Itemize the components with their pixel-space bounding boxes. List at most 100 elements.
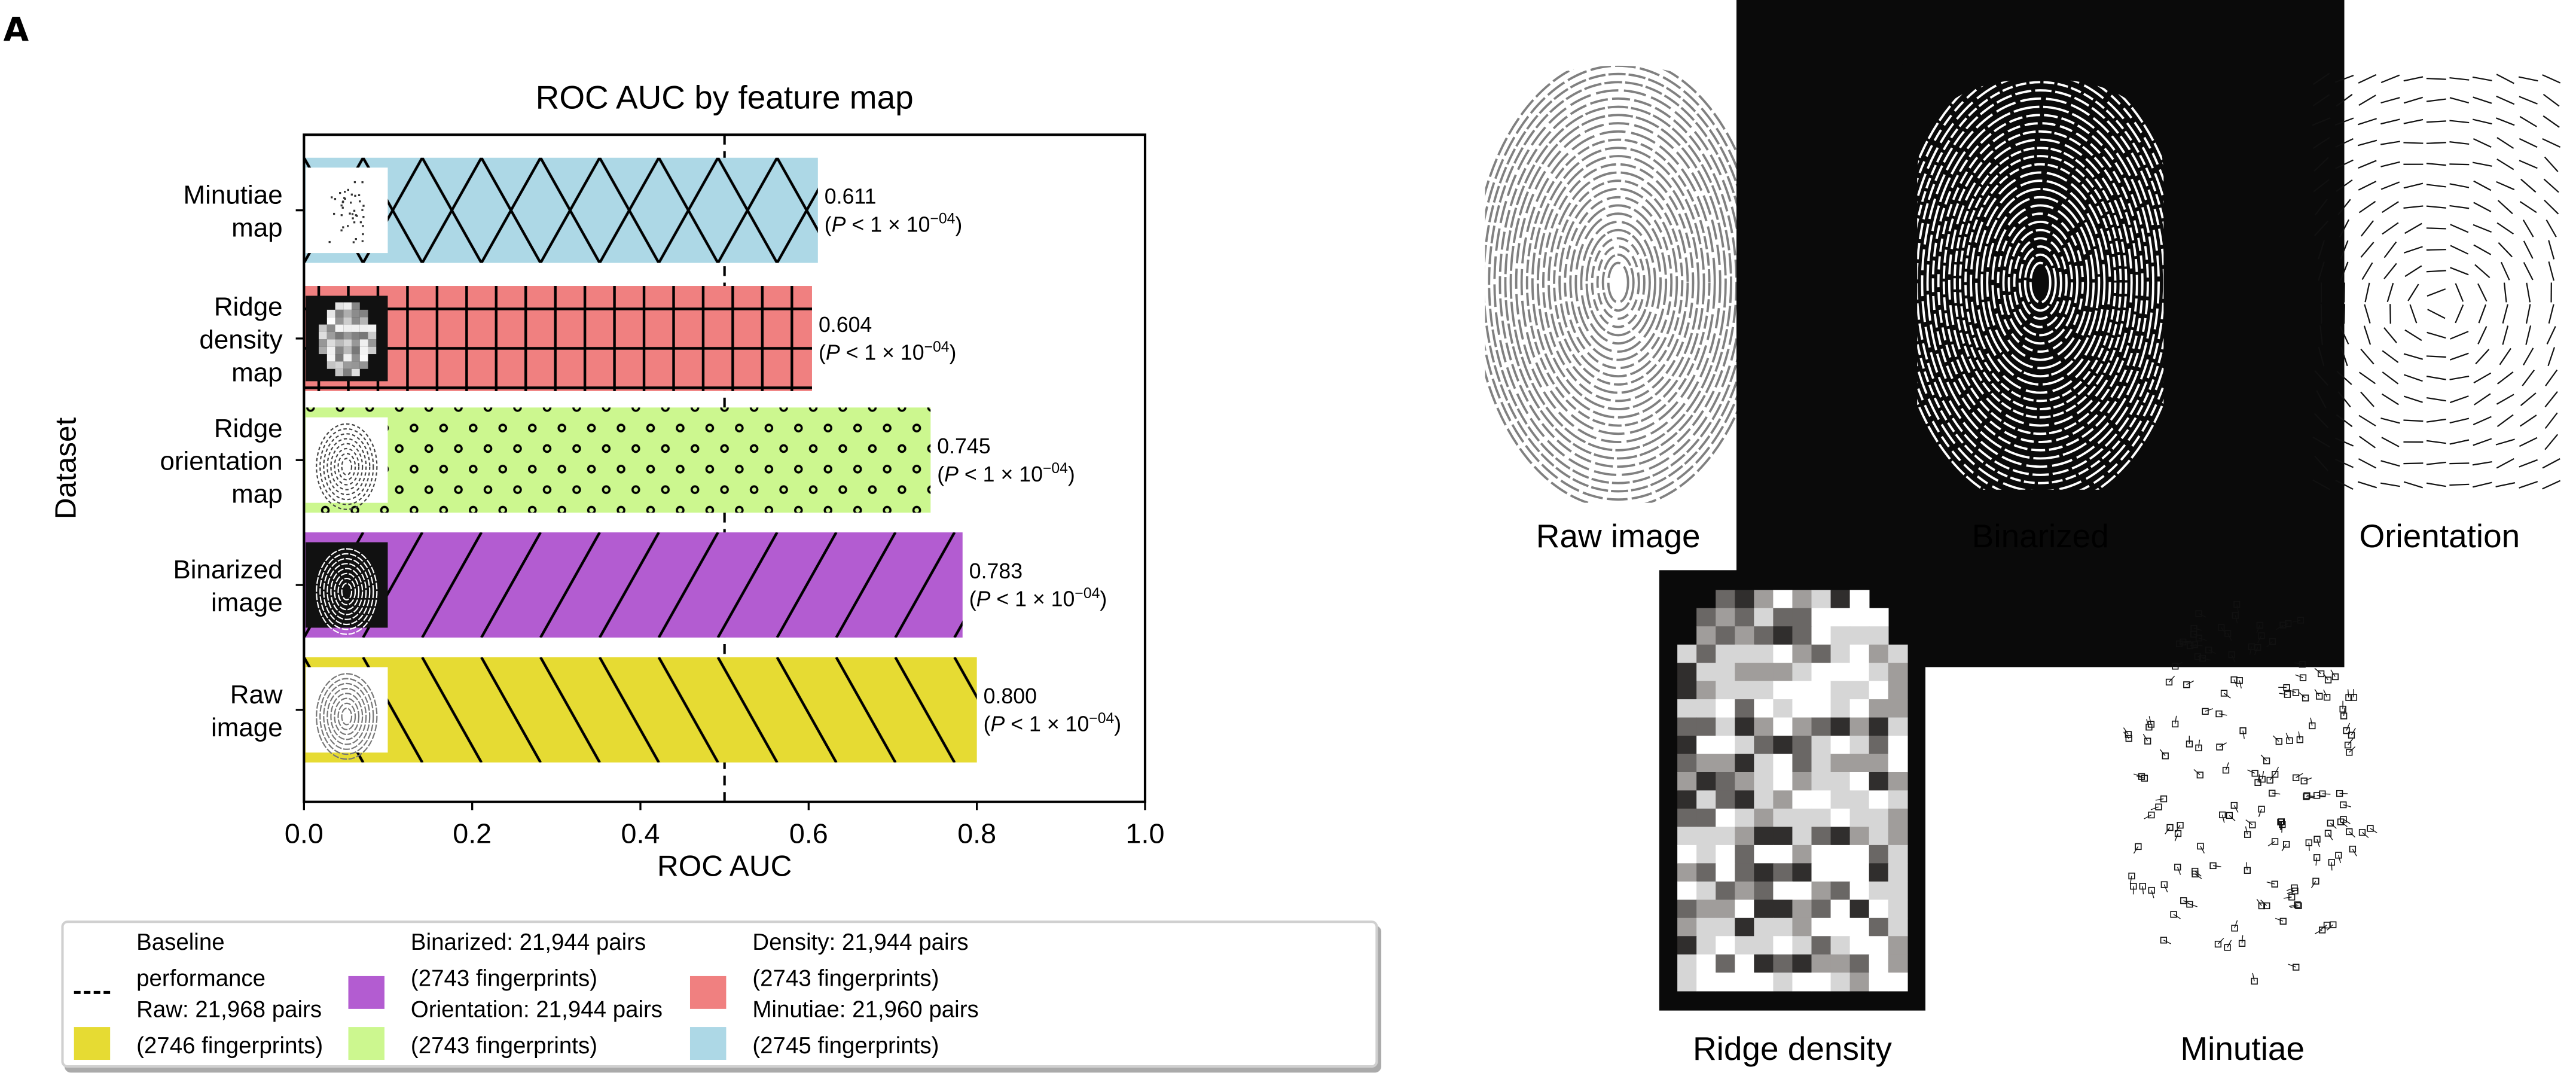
density-cell (343, 317, 352, 325)
orientation-segment (2496, 137, 2514, 149)
density-cell (1830, 626, 1851, 645)
legend-color-swatch (689, 976, 727, 1009)
density-cell (1811, 808, 1832, 828)
density-cell (1773, 790, 1793, 809)
minutia-dot (331, 196, 333, 199)
density-cell (1792, 717, 1812, 736)
density-cell (1869, 772, 1889, 791)
density-cell (319, 346, 327, 355)
orientation-segment (2358, 181, 2377, 191)
orientation-segment (2380, 118, 2400, 125)
density-cell (1716, 772, 1736, 791)
minutia-marker (2192, 870, 2199, 877)
density-cell (1754, 772, 1774, 791)
minutia-direction (2123, 731, 2129, 739)
orientation-segment (2472, 461, 2492, 466)
density-cell (1735, 827, 1755, 846)
fingerprint-ridge (1504, 105, 1732, 460)
orientation-segment (2314, 220, 2329, 236)
minutia-marker (2258, 776, 2266, 783)
orientation-segment (2313, 157, 2329, 172)
x-tick-label: 0.2 (453, 818, 492, 849)
orientation-segment (2473, 224, 2492, 233)
density-cell (359, 309, 368, 318)
bar-thumbnail-raw-image (306, 667, 388, 760)
orientation-segment (2503, 282, 2507, 303)
fingerprint-ridge (316, 673, 378, 760)
density-cell (1773, 973, 1793, 992)
fingerprint-ridge (1980, 188, 2101, 378)
density-cell (1696, 681, 1717, 700)
density-cell (1869, 681, 1889, 700)
minutia-dot (362, 233, 364, 236)
density-cell (1830, 608, 1851, 627)
orientation-segment (2403, 118, 2424, 124)
minutia-direction (2174, 715, 2177, 724)
density-cell (1830, 772, 1851, 791)
orientation-segment (2358, 414, 2376, 426)
density-cell (1677, 808, 1697, 828)
fingerprint-ridge (341, 583, 353, 600)
density-cell (1773, 644, 1793, 663)
density-cell (1735, 900, 1755, 919)
orientation-segment (2477, 283, 2488, 302)
y-tick-label: Raw (230, 680, 283, 709)
minutia-dot (347, 188, 349, 191)
density-cell (1811, 863, 1832, 882)
density-cell (1792, 699, 1812, 718)
density-cell (1830, 790, 1851, 809)
minutia-marker (2215, 710, 2223, 718)
fingerprint-ridge (341, 707, 353, 726)
density-cell (1888, 699, 1908, 718)
orientation-segment (2382, 222, 2399, 235)
minutia-dot (340, 229, 343, 231)
orientation-segment (2542, 138, 2561, 148)
orientation-segment (2337, 391, 2351, 408)
orientation-segment (2404, 329, 2422, 342)
minutia-direction (2198, 613, 2206, 618)
orientation-segment (2449, 395, 2469, 404)
density-cell (1888, 808, 1908, 828)
orientation-segment (2473, 244, 2492, 255)
density-cell (1792, 936, 1812, 955)
density-cell (1754, 917, 1774, 937)
density-cell (1888, 736, 1908, 755)
orientation-segment (2403, 462, 2424, 465)
minutia-direction (2218, 713, 2227, 716)
orientation-segment (2335, 138, 2354, 148)
p-value-close: ) (950, 341, 957, 365)
density-cell (1696, 936, 1717, 955)
minutia-direction (2346, 723, 2351, 731)
minutia-direction (2276, 624, 2284, 630)
minutia-marker (2349, 845, 2357, 853)
legend-color-swatch (74, 1027, 111, 1060)
minutia-marker (2358, 829, 2366, 836)
minutia-direction (2327, 833, 2333, 840)
image-caption: Minutiae (2180, 1030, 2305, 1067)
density-cell (1869, 663, 1889, 682)
value-label: 0.800 (984, 684, 1037, 708)
y-tick-label: map (231, 214, 282, 243)
minutia-direction (2269, 773, 2275, 781)
density-cell (319, 331, 327, 340)
fingerprint-ridge (1569, 204, 1668, 361)
fingerprint-ridge (1564, 196, 1673, 370)
density-cell (1696, 917, 1717, 937)
orientation-segment (2336, 93, 2353, 107)
density-cell (1811, 717, 1832, 736)
density-cell (1888, 681, 1908, 700)
fingerprint-ridge (1585, 228, 1651, 337)
density-cell (1735, 845, 1755, 864)
orientation-segment (2544, 156, 2559, 172)
fingerprint-ridge (2007, 228, 2073, 337)
density-cell (1754, 808, 1774, 828)
density-cell (1754, 608, 1774, 627)
minutia-marker (2160, 795, 2168, 803)
image-caption: Ridge density (1693, 1030, 1892, 1067)
density-cell (1811, 900, 1832, 919)
density-cell (1792, 736, 1812, 755)
density-cell (1811, 681, 1832, 700)
density-cell (1869, 626, 1889, 645)
minutia-marker (2284, 691, 2291, 698)
